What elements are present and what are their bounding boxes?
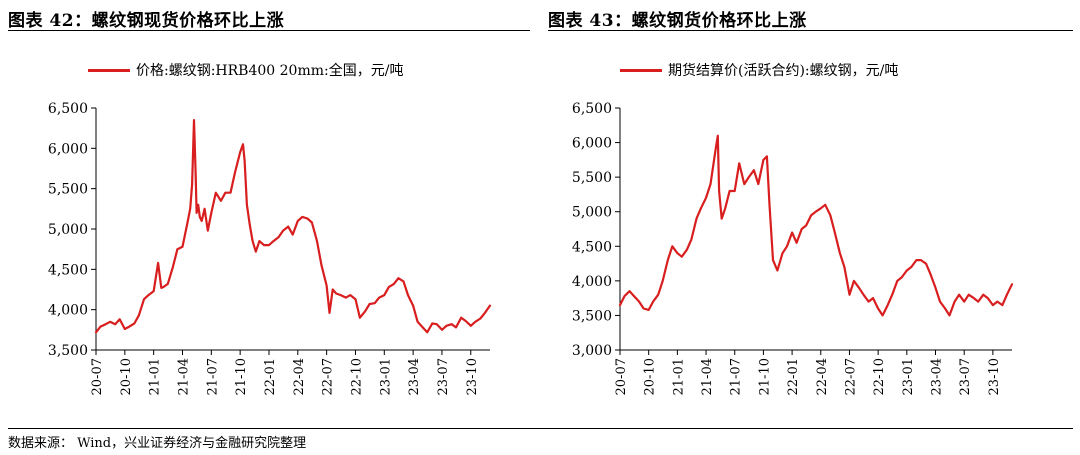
- chart-1: 3,500 4,000 4,500 5,000 5,500 6,000 6,500 20-07…: [48, 101, 492, 395]
- chart-1-legend-label: 价格:螺纹钢:HRB400 20mm:全国，元/吨: [136, 63, 404, 79]
- x-tick-label: 21-10: [757, 358, 772, 395]
- y-tick-label: 3,500: [48, 343, 88, 359]
- y-tick-label: 4,000: [572, 274, 612, 290]
- x-tick-label: 20-07: [90, 358, 105, 395]
- chart-1-legend-swatch: [88, 68, 130, 72]
- chart-2-legend-label: 期货结算价(活跃合约):螺纹钢，元/吨: [668, 63, 899, 79]
- x-tick-label: 21-01: [671, 358, 686, 395]
- chart-2-title-rule: [548, 30, 1073, 31]
- chart-1-legend: 价格:螺纹钢:HRB400 20mm:全国，元/吨: [88, 60, 403, 80]
- x-tick-label: 22-10: [872, 358, 887, 395]
- x-tick-label: 20-10: [643, 358, 658, 395]
- y-tick-label: 5,500: [48, 182, 88, 198]
- x-tick-label: 21-04: [700, 358, 715, 395]
- chart-2-title: 图表 43：螺纹钢货价格环比上涨: [548, 11, 807, 31]
- x-tick-label: 23-01: [378, 358, 393, 395]
- x-tick-label: 21-04: [176, 358, 191, 395]
- y-tick-label: 6,000: [48, 141, 88, 157]
- x-tick-label: 22-04: [292, 358, 307, 395]
- y-tick-label: 4,500: [48, 262, 88, 278]
- y-tick-label: 4,500: [572, 239, 612, 255]
- y-tick-label: 5,000: [48, 222, 88, 238]
- y-tick-label: 6,000: [572, 136, 612, 152]
- x-tick-label: 22-01: [786, 358, 801, 395]
- series-line: [618, 134, 1014, 317]
- x-tick-label: 21-10: [234, 358, 249, 395]
- y-tick-label: 3,000: [572, 343, 612, 359]
- y-tick-label: 5,000: [572, 205, 612, 221]
- x-tick-label: 21-07: [729, 358, 744, 395]
- x-tick-label: 23-07: [436, 358, 451, 395]
- source-rule: [8, 428, 1073, 429]
- chart-1-title: 图表 42：螺纹钢现货价格环比上涨: [8, 11, 285, 31]
- x-tick-label: 23-01: [901, 358, 916, 395]
- y-tick-label: 6,500: [572, 101, 612, 117]
- x-tick-label: 23-07: [958, 358, 973, 395]
- x-tick-label: 22-07: [843, 358, 858, 395]
- series-line: [94, 118, 492, 334]
- x-tick-label: 21-07: [205, 358, 220, 395]
- x-tick-label: 23-04: [407, 358, 422, 395]
- x-tick-label: 20-07: [614, 358, 629, 395]
- y-tick-label: 5,500: [572, 170, 612, 186]
- y-tick-label: 6,500: [48, 101, 88, 117]
- chart-2: 3,000 3,500 4,000 4,500 5,000 5,500 6,000 6,500…: [572, 101, 1014, 395]
- x-tick-label: 22-07: [321, 358, 336, 395]
- x-tick-label: 22-10: [349, 358, 364, 395]
- x-tick-label: 23-10: [987, 358, 1002, 395]
- x-tick-label: 21-01: [148, 358, 163, 395]
- x-tick-label: 20-10: [119, 358, 134, 395]
- x-tick-label: 22-01: [263, 358, 278, 395]
- x-tick-label: 22-04: [815, 358, 830, 395]
- x-tick-label: 23-10: [465, 358, 480, 395]
- y-tick-label: 4,000: [48, 303, 88, 319]
- source-note: 数据来源： Wind，兴业证券经济与金融研究院整理: [8, 436, 307, 451]
- chart-2-legend: 期货结算价(活跃合约):螺纹钢，元/吨: [620, 60, 898, 80]
- y-tick-label: 3,500: [572, 308, 612, 324]
- chart-2-legend-swatch: [620, 68, 662, 72]
- chart-1-title-rule: [8, 30, 530, 31]
- x-tick-label: 23-04: [930, 358, 945, 395]
